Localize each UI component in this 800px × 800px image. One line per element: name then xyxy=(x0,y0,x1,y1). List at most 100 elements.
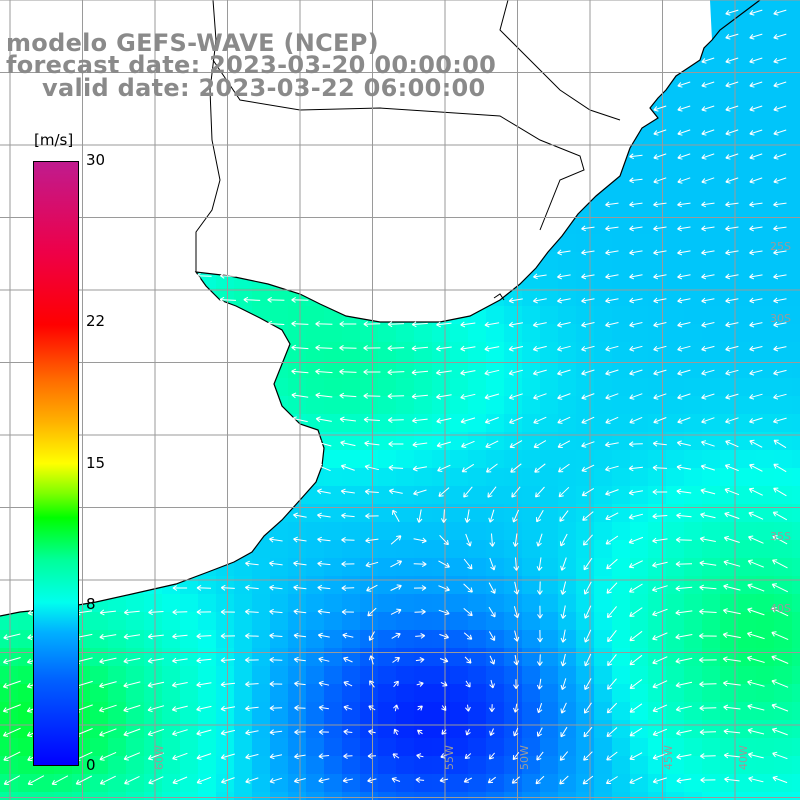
field-cell xyxy=(702,450,720,468)
field-cell xyxy=(792,666,800,684)
wind-arrow xyxy=(652,585,668,592)
field-cell xyxy=(666,234,684,252)
wind-arrow xyxy=(196,633,212,640)
wind-arrow xyxy=(460,321,476,328)
field-cell xyxy=(378,414,396,432)
field-cell xyxy=(630,702,648,720)
wind-arrow xyxy=(749,225,763,232)
field-cell xyxy=(684,486,702,504)
field-cell xyxy=(774,216,792,234)
field-cell xyxy=(702,738,720,756)
field-cell xyxy=(612,396,630,414)
field-cell xyxy=(540,414,558,432)
wind-arrow xyxy=(533,273,547,280)
field-cell xyxy=(684,90,702,108)
field-cell xyxy=(360,450,378,468)
field-cell xyxy=(684,360,702,378)
field-cell xyxy=(522,684,540,702)
field-cell xyxy=(792,162,800,180)
field-cell xyxy=(0,738,18,756)
wind-arrow xyxy=(725,273,739,280)
field-cell xyxy=(648,468,666,486)
field-cell xyxy=(738,756,756,774)
field-cell xyxy=(702,666,720,684)
wind-arrow xyxy=(464,656,472,664)
wind-arrow xyxy=(513,557,520,571)
field-cell xyxy=(630,756,648,774)
field-cell xyxy=(468,450,486,468)
wind-arrow xyxy=(701,81,715,88)
field-cell xyxy=(792,612,800,630)
field-cell xyxy=(108,630,126,648)
field-cell xyxy=(522,594,540,612)
wind-arrow xyxy=(675,705,692,712)
field-cell xyxy=(522,450,540,468)
field-cell xyxy=(594,450,612,468)
field-cell xyxy=(558,432,576,450)
field-cell xyxy=(252,288,270,306)
field-cell xyxy=(306,360,324,378)
field-cell xyxy=(486,342,504,360)
field-cell xyxy=(666,558,684,576)
wind-arrow xyxy=(629,752,643,761)
field-cell xyxy=(108,756,126,774)
field-cell xyxy=(684,342,702,360)
field-cell xyxy=(198,576,216,594)
field-cell xyxy=(360,774,378,792)
lon-label: 40W xyxy=(737,745,750,770)
field-cell xyxy=(486,756,504,774)
wind-arrow xyxy=(582,775,594,785)
wind-arrow xyxy=(701,297,715,304)
wind-arrow xyxy=(652,561,668,568)
field-cell xyxy=(756,792,774,800)
wind-arrow xyxy=(653,321,667,328)
field-cell xyxy=(612,216,630,234)
field-cell xyxy=(738,702,756,720)
field-cell xyxy=(756,270,774,288)
field-cell xyxy=(360,504,378,522)
field-cell xyxy=(756,594,774,612)
wind-arrow xyxy=(318,777,330,784)
wind-arrow xyxy=(628,560,643,569)
field-cell xyxy=(270,540,288,558)
field-cell xyxy=(702,108,720,126)
wind-arrow xyxy=(676,512,692,519)
field-cell xyxy=(738,774,756,792)
field-cell xyxy=(432,648,450,666)
field-cell xyxy=(666,648,684,666)
wind-arrow xyxy=(317,632,330,639)
wind-arrow xyxy=(653,249,667,256)
wind-arrow xyxy=(171,681,188,688)
field-cell xyxy=(396,792,414,800)
field-cell xyxy=(792,252,800,270)
wind-arrow xyxy=(509,440,523,449)
wind-arrow xyxy=(629,416,643,424)
wind-arrow xyxy=(605,273,619,280)
field-cell xyxy=(486,666,504,684)
field-cell xyxy=(612,666,630,684)
field-cell xyxy=(666,270,684,288)
field-cell xyxy=(792,774,800,792)
field-cell xyxy=(306,522,324,540)
field-cell xyxy=(666,666,684,684)
wind-arrow xyxy=(677,393,691,400)
field-cell xyxy=(324,630,342,648)
wind-arrow xyxy=(749,57,763,64)
wind-arrow xyxy=(3,657,21,665)
wind-arrow xyxy=(196,776,212,784)
field-cell xyxy=(306,756,324,774)
field-cell xyxy=(738,540,756,558)
field-cell xyxy=(468,666,486,684)
wind-arrow xyxy=(677,345,691,352)
field-cell xyxy=(396,612,414,630)
wind-arrow xyxy=(724,464,739,472)
field-cell xyxy=(144,774,162,792)
field-cell xyxy=(648,486,666,504)
field-cell xyxy=(756,576,774,594)
wind-arrow xyxy=(489,679,495,689)
field-cell xyxy=(324,450,342,468)
field-cell xyxy=(306,342,324,360)
field-cell xyxy=(594,396,612,414)
field-cell xyxy=(792,324,800,342)
field-cell xyxy=(612,198,630,216)
